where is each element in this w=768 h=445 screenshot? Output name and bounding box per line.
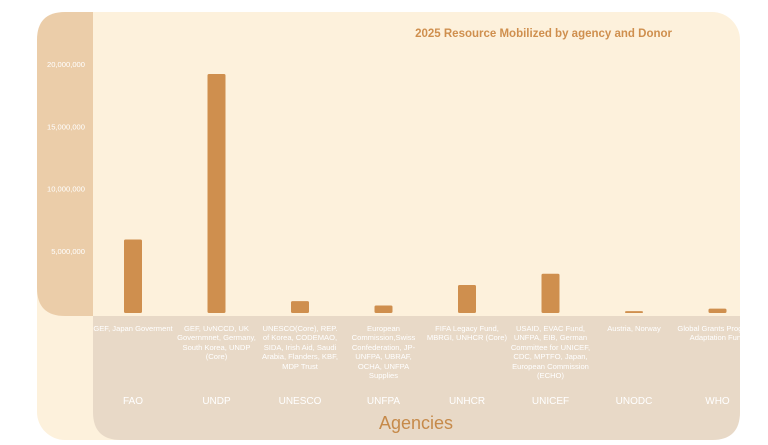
bar-who xyxy=(708,308,727,313)
x-tick-label: UNODC xyxy=(615,396,653,407)
donor-label: GEF, Japan Goverment xyxy=(93,324,173,333)
y-tick-label: 15,000,000 xyxy=(47,122,85,131)
x-tick-label: UNFPA xyxy=(366,396,401,407)
y-axis-panel xyxy=(37,12,93,316)
donor-label: GEF, UvNCCD, UK Governmnet, Germany, Sou… xyxy=(177,324,256,362)
donor-label: European Commission,Swiss Confederation,… xyxy=(351,324,416,381)
donor-label: Global Grants Program, Adaptation Fund xyxy=(677,324,758,343)
y-tick-label: 5,000,000 xyxy=(51,247,85,256)
bar-undp xyxy=(207,73,226,314)
y-tick-label: 10,000,000 xyxy=(47,185,85,194)
y-tick-label: 20,000,000 xyxy=(47,60,85,69)
bar-unodc xyxy=(625,311,643,313)
bottom-panel xyxy=(93,316,740,440)
donor-label: USAID, EVAC Fund, UNFPA, EIB, German Com… xyxy=(510,324,591,381)
x-tick-label: UNHCR xyxy=(448,396,486,407)
x-axis-label: Agencies xyxy=(378,413,454,433)
x-tick-label: FAO xyxy=(122,396,143,407)
donor-label: FIFA Legacy Fund, MBRGI, UNHCR (Core) xyxy=(426,324,508,343)
chart-title: 2025 Resource Mobilized by agency and Do… xyxy=(415,28,672,40)
donor-label: UNESCO(Core), REP. of Korea, CODEMAO, SI… xyxy=(262,324,338,371)
donor-label: Austria, Norway xyxy=(607,324,661,333)
x-tick-label: WHO xyxy=(705,396,730,407)
x-tick-label: UNDP xyxy=(202,396,231,407)
bar-unfpa xyxy=(374,305,393,313)
bar-fao xyxy=(124,239,142,313)
bar-unicef xyxy=(541,273,560,313)
bar-unesco xyxy=(291,301,309,313)
x-tick-label: UNESCO xyxy=(278,396,322,407)
bar-unhcr xyxy=(458,284,476,313)
x-tick-label: UNICEF xyxy=(531,396,570,407)
